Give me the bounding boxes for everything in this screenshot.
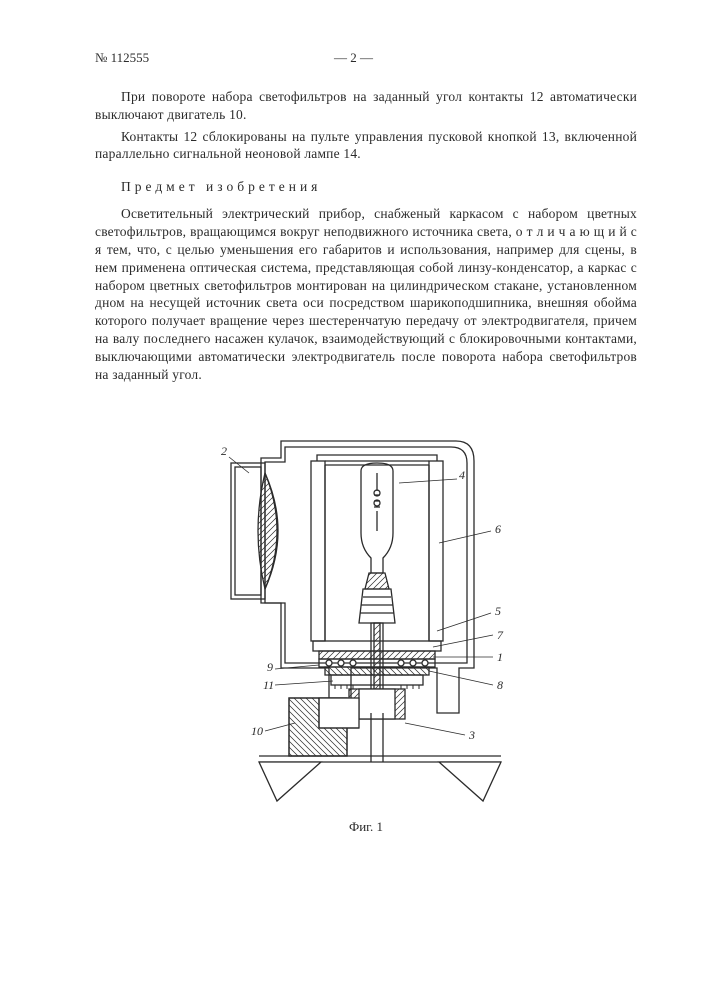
figure-svg: 2 4 6 5 7 1 8 3 9 11 10 xyxy=(201,413,531,803)
fig-label-2: 2 xyxy=(221,444,227,458)
fig-label-10: 10 xyxy=(251,724,263,738)
figure-caption: Фиг. 1 xyxy=(95,819,637,835)
fig-label-1: 1 xyxy=(497,650,503,664)
fig-label-5: 5 xyxy=(495,604,501,618)
fig-label-6: 6 xyxy=(495,522,501,536)
fig-label-3: 3 xyxy=(468,728,475,742)
page-header: № 112555 — 2 — xyxy=(95,50,637,66)
fig-label-4: 4 xyxy=(459,468,465,482)
paragraph-2: Контакты 12 сблокированы на пульте управ… xyxy=(95,128,637,164)
fig-label-8: 8 xyxy=(497,678,503,692)
doc-number: № 112555 xyxy=(95,50,149,66)
page-marker: — 2 — xyxy=(334,50,373,66)
fig-label-9: 9 xyxy=(267,660,273,674)
section-heading: Предмет изобретения xyxy=(95,179,637,195)
paragraph-1: При повороте набора светофильтров на зад… xyxy=(95,88,637,124)
paragraph-3: Осветительный электрический прибор, снаб… xyxy=(95,205,637,383)
fig-label-11: 11 xyxy=(263,678,274,692)
fig-label-7: 7 xyxy=(497,628,504,642)
figure-1: 2 4 6 5 7 1 8 3 9 11 10 Фиг. 1 xyxy=(95,413,637,835)
